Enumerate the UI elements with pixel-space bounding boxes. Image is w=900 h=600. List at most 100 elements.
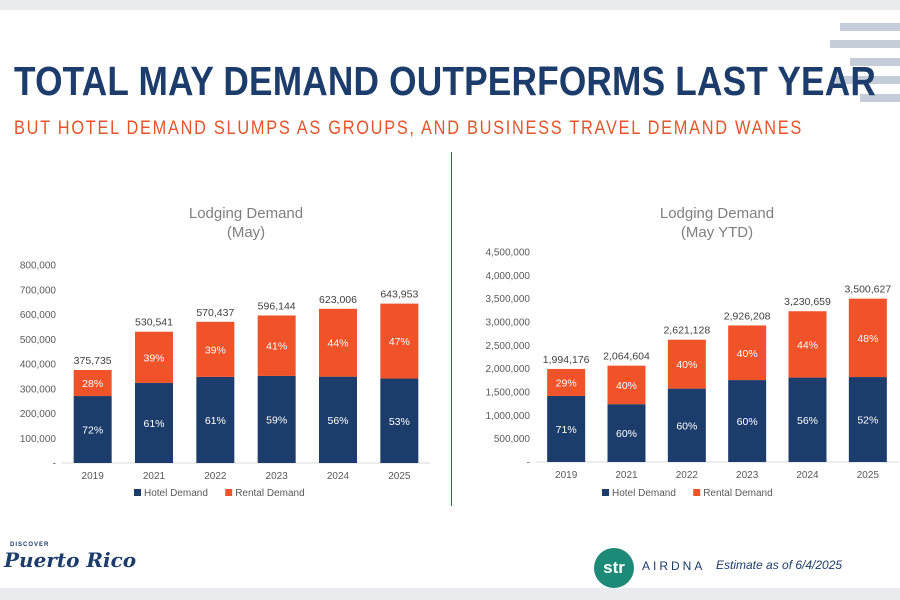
x-tick-label: 2024 — [327, 471, 350, 482]
bar-hotel-2023 — [728, 380, 767, 462]
bar-rental-2019 — [73, 370, 112, 397]
bar-rental-2021 — [607, 365, 646, 405]
x-tick-label: 2021 — [615, 470, 638, 481]
bar-rental-2022 — [667, 339, 706, 389]
slide: TOTAL MAY DEMAND OUTPERFORMS LAST YEAR B… — [0, 10, 900, 588]
chart-subtitle: (May YTD) — [681, 224, 753, 241]
hotel-pct-label: 60% — [676, 420, 697, 432]
total-label: 2,064,604 — [603, 351, 650, 363]
x-tick-label: 2019 — [82, 471, 105, 482]
bar-rental-2023 — [257, 315, 296, 376]
rental-pct-label: 39% — [143, 352, 164, 364]
total-label: 596,144 — [258, 300, 296, 312]
rental-pct-label: 40% — [676, 359, 697, 371]
x-tick-label: 2021 — [143, 471, 166, 482]
chart-subtitle: (May) — [227, 224, 265, 241]
rental-pct-label: 40% — [737, 348, 758, 360]
hotel-pct-label: 53% — [389, 416, 410, 428]
bar-hotel-2019 — [73, 396, 112, 463]
legend-label-rental: Rental Demand — [235, 488, 304, 499]
total-label: 623,006 — [319, 294, 357, 306]
rental-pct-label: 28% — [82, 378, 103, 390]
bar-hotel-2024 — [319, 376, 357, 463]
y-tick-label: 500,000 — [494, 434, 531, 445]
bar-hotel-2024 — [788, 377, 827, 462]
total-label: 1,994,176 — [543, 354, 590, 366]
estimate-note: Estimate as of 6/4/2025 — [716, 558, 843, 572]
rental-pct-label: 44% — [327, 338, 348, 350]
rental-pct-label: 48% — [857, 333, 878, 345]
logo-main-text: Puerto Rico — [4, 548, 137, 572]
chart-may: Lodging Demand (May) - 100,000 200,000 300,00… — [20, 205, 430, 499]
bar-rental-2024 — [319, 308, 357, 377]
bar-hotel-2019 — [547, 395, 586, 462]
page-title: TOTAL MAY DEMAND OUTPERFORMS LAST YEAR — [14, 58, 876, 104]
x-tick-label: 2022 — [676, 470, 699, 481]
x-tick-label: 2024 — [796, 470, 819, 481]
rental-pct-label: 47% — [389, 336, 410, 348]
y-tick-label: - — [527, 458, 530, 469]
chart-title: Lodging Demand — [189, 205, 303, 222]
logo-small-text: DISCOVER — [10, 542, 50, 548]
x-tick-label: 2019 — [555, 470, 578, 481]
bar-rental-2025 — [848, 298, 887, 378]
y-tick-label: 700,000 — [20, 285, 57, 296]
y-tick-label: 300,000 — [20, 384, 57, 395]
bar-hotel-2025 — [380, 378, 419, 463]
bar-hotel-2025 — [848, 377, 887, 462]
rental-pct-label: 39% — [205, 344, 226, 356]
legend-label-rental: Rental Demand — [703, 488, 772, 499]
x-tick-label: 2025 — [857, 470, 880, 481]
x-tick-label: 2022 — [204, 471, 227, 482]
y-tick-label: - — [53, 459, 56, 470]
y-tick-label: 600,000 — [20, 310, 57, 321]
y-tick-label: 800,000 — [20, 261, 57, 272]
legend-swatch-rental — [225, 489, 233, 496]
x-tick-label: 2025 — [388, 471, 411, 482]
x-tick-label: 2023 — [266, 471, 289, 482]
legend-swatch-rental — [693, 489, 701, 496]
hotel-pct-label: 71% — [556, 424, 577, 436]
hotel-pct-label: 61% — [143, 418, 164, 430]
y-tick-label: 500,000 — [20, 335, 57, 346]
bar-rental-2021 — [135, 331, 173, 383]
total-label: 375,735 — [74, 355, 112, 367]
total-label: 530,541 — [135, 317, 173, 329]
rental-pct-label: 40% — [616, 380, 637, 392]
bar-hotel-2023 — [257, 375, 296, 463]
legend-label-hotel: Hotel Demand — [612, 488, 676, 499]
y-tick-label: 1,500,000 — [486, 388, 531, 399]
y-tick-label: 200,000 — [20, 409, 57, 420]
page-subtitle: BUT HOTEL DEMAND SLUMPS AS GROUPS, AND B… — [14, 118, 803, 139]
hotel-pct-label: 60% — [616, 428, 637, 440]
discover-puerto-rico-logo: DISCOVER Puerto Rico — [4, 542, 137, 572]
y-tick-label: 2,000,000 — [486, 364, 531, 375]
chart-title: Lodging Demand — [660, 205, 774, 222]
rental-pct-label: 29% — [556, 377, 577, 389]
bar-rental-2019 — [547, 368, 586, 396]
bar-rental-2025 — [380, 303, 419, 379]
airdna-logo: AIRDNA — [642, 559, 706, 573]
hotel-pct-label: 60% — [737, 416, 758, 428]
bar-hotel-2022 — [667, 388, 706, 462]
bar-rental-2023 — [728, 325, 767, 381]
str-logo-text: str — [603, 558, 625, 577]
bar-rental-2022 — [196, 321, 235, 377]
y-tick-label: 400,000 — [20, 360, 57, 371]
hotel-pct-label: 61% — [205, 415, 226, 427]
y-tick-label: 100,000 — [20, 434, 57, 445]
y-tick-label: 2,500,000 — [486, 341, 531, 352]
chart-may-ytd: Lodging Demand (May YTD) - 500,000 1,000,000… — [486, 205, 898, 499]
y-tick-label: 3,000,000 — [486, 318, 531, 329]
decorative-stripes — [830, 23, 900, 102]
total-label: 3,500,627 — [844, 284, 891, 296]
total-label: 643,953 — [380, 289, 418, 301]
y-tick-label: 1,000,000 — [486, 411, 531, 422]
legend-swatch-hotel — [134, 489, 141, 496]
chart-divider — [451, 152, 452, 506]
hotel-pct-label: 59% — [266, 414, 287, 426]
hotel-pct-label: 56% — [797, 415, 818, 427]
bar-hotel-2021 — [607, 404, 646, 462]
total-label: 570,437 — [196, 307, 234, 319]
y-tick-label: 3,500,000 — [486, 294, 531, 305]
